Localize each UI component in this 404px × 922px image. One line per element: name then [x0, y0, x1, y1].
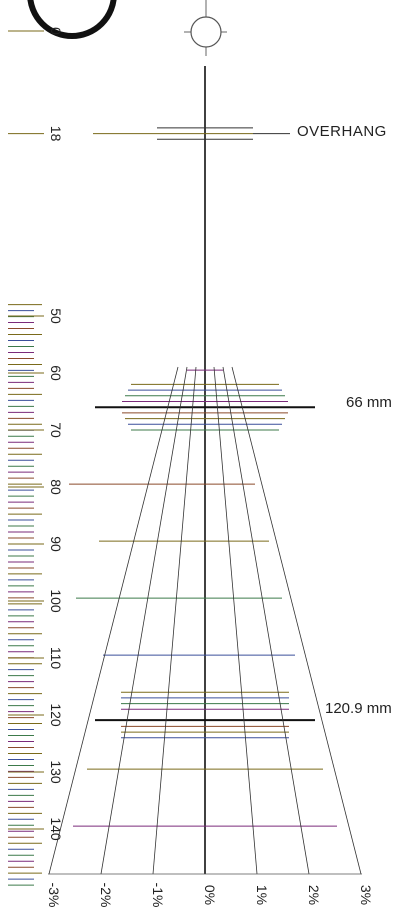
gauge-lines — [69, 127, 337, 827]
percent-ray — [222, 366, 310, 875]
mark-120-label: 120.9 mm — [325, 700, 392, 717]
percent-label: 1% — [254, 885, 270, 905]
percent-label: -1% — [150, 883, 166, 908]
percent-ray — [213, 366, 258, 875]
scale-tick-label: 90 — [48, 536, 64, 552]
percent-label: 3% — [358, 885, 374, 905]
percent-rays — [48, 366, 362, 875]
scale-tick-label: 80 — [48, 479, 64, 495]
scale-tick-label: 120 — [48, 703, 64, 727]
scale-tick-label: 0 — [48, 27, 64, 35]
scale-tick-label: 110 — [48, 647, 64, 670]
left-ruler — [8, 304, 42, 886]
percent-ray — [100, 366, 188, 875]
mark-66-label: 66 mm — [346, 394, 392, 411]
percent-label: -2% — [98, 883, 114, 908]
scale-labels: -3% -2% -1% 0% 1% 2% 3% 0 18 50 60 70 80 90 100 110 120 1… — [8, 27, 374, 907]
scale-tick-label: 100 — [48, 589, 64, 613]
scale-tick-label: 130 — [48, 760, 64, 784]
overhang-label: OVERHANG — [297, 123, 387, 140]
scale-tick-label: 50 — [48, 308, 64, 324]
circle-logo-icon — [27, 0, 117, 39]
scale-tick-label: 140 — [48, 817, 64, 841]
percent-ray — [231, 366, 362, 875]
scale-tick-label: 70 — [48, 422, 64, 438]
percent-label: 0% — [202, 885, 218, 905]
scale-tick-label: 60 — [48, 365, 64, 381]
percent-label: -3% — [46, 883, 62, 908]
percent-ray — [152, 366, 197, 875]
percent-label: 2% — [306, 885, 322, 905]
crosshair-circle-icon — [184, 0, 227, 56]
percent-ray — [48, 366, 179, 875]
scale-tick-label: 18 — [48, 126, 64, 142]
